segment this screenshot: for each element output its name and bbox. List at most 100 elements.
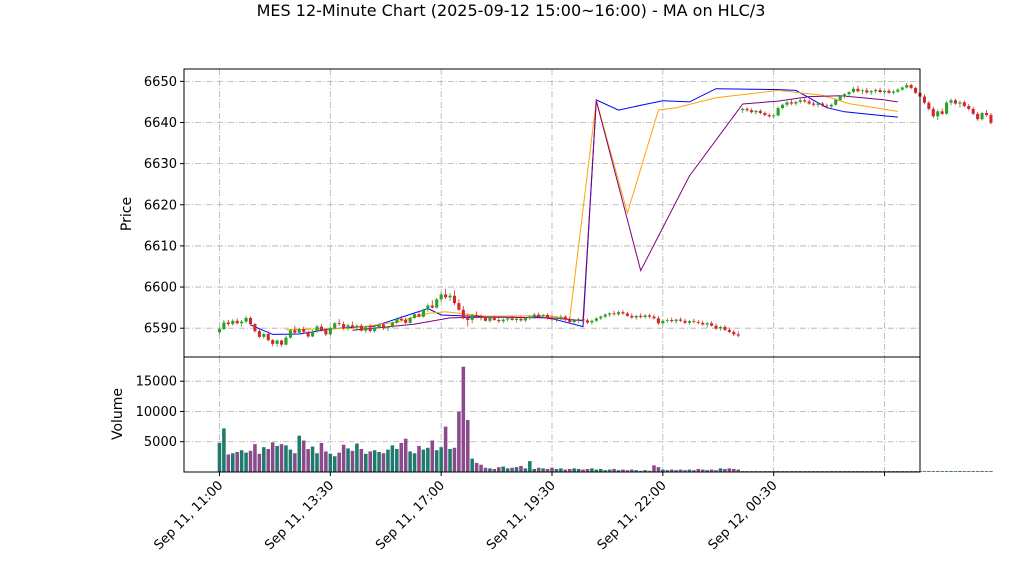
candle — [927, 101, 931, 111]
volume-bar — [536, 467, 541, 472]
candle — [838, 95, 842, 102]
candle — [523, 317, 527, 323]
candle-body — [785, 102, 789, 105]
candle — [355, 324, 359, 331]
volume-bar — [266, 449, 271, 472]
candle-body — [470, 315, 474, 320]
candle-body — [386, 326, 390, 329]
candle — [554, 316, 558, 323]
candle — [705, 322, 709, 328]
candle — [891, 89, 895, 95]
volume-bar — [310, 446, 315, 472]
candle-body — [444, 294, 448, 298]
candle — [789, 99, 793, 106]
candle-body — [812, 103, 816, 105]
volume-bar — [332, 456, 337, 472]
candle — [687, 319, 691, 325]
volume-bar — [497, 467, 501, 472]
candle-body — [293, 330, 297, 333]
volume-bar — [953, 471, 958, 472]
volume-bar — [386, 449, 390, 472]
volume-bar — [412, 453, 417, 472]
volume-bar — [222, 428, 226, 472]
volume-bar — [532, 468, 537, 472]
candle — [692, 318, 696, 324]
volume-bar — [523, 468, 528, 472]
volume-bar — [576, 468, 581, 472]
candle — [572, 319, 576, 325]
candle-body — [364, 327, 368, 331]
volume-bar — [723, 468, 727, 472]
candle-body — [856, 88, 860, 92]
candle — [807, 99, 811, 105]
candle-body — [492, 317, 496, 320]
candle — [217, 327, 222, 335]
volume-tick-label: 10000 — [136, 405, 177, 420]
candle-body — [346, 325, 350, 329]
candle-body — [381, 324, 386, 329]
candle-body — [563, 316, 567, 320]
candle-body — [869, 91, 873, 93]
volume-bar — [585, 468, 590, 472]
candle — [732, 329, 736, 337]
volume-bar — [461, 366, 466, 472]
candle-body — [257, 331, 261, 337]
volume-bar — [488, 468, 492, 472]
price-tick-label: 6610 — [144, 239, 177, 254]
volume-bar — [935, 471, 940, 472]
price-tick-label: 6630 — [144, 157, 177, 172]
volume-bar — [669, 469, 674, 472]
candle — [470, 313, 474, 324]
candle-body — [475, 315, 479, 318]
candle-body — [896, 89, 900, 92]
candle — [364, 325, 368, 334]
candle-body — [368, 327, 372, 332]
candle-body — [807, 101, 811, 104]
candle-body — [532, 314, 536, 317]
candle — [359, 324, 363, 332]
volume-bar — [643, 470, 647, 472]
candle-body — [333, 323, 337, 329]
candle-body — [643, 315, 647, 318]
candle-body — [523, 317, 527, 321]
candle — [253, 323, 257, 333]
volume-bar — [293, 453, 297, 472]
volume-bar — [235, 452, 239, 472]
time-tick-label: Sep 11, 17:00 — [373, 478, 448, 553]
volume-bar — [687, 469, 692, 472]
candle — [413, 313, 417, 319]
candle — [612, 310, 616, 316]
volume-bar — [661, 469, 665, 472]
candle — [244, 315, 248, 324]
candle — [546, 313, 550, 320]
candle-body — [439, 294, 443, 300]
candle-body — [244, 317, 248, 322]
candle-body — [572, 320, 576, 323]
volume-bar — [656, 467, 661, 472]
volume-bar — [678, 469, 683, 472]
volume-bar — [350, 450, 355, 472]
candle-body — [297, 329, 301, 333]
candle — [541, 313, 545, 319]
candle-body — [860, 90, 864, 92]
candle-body — [914, 87, 918, 93]
candle-body — [457, 303, 461, 310]
candle-body — [625, 313, 629, 316]
volume-bar — [550, 467, 554, 472]
volume-bar — [270, 442, 275, 472]
candle — [754, 109, 758, 115]
candle-body — [466, 317, 470, 320]
candle — [306, 330, 310, 339]
candle — [257, 329, 261, 339]
time-tick-label: Sep 12, 00:30 — [706, 478, 781, 553]
volume-bar — [381, 453, 386, 472]
candle — [452, 290, 457, 306]
candle-body — [271, 340, 275, 344]
candle-body — [350, 325, 355, 327]
volume-bars — [217, 366, 993, 472]
candle-body — [745, 108, 749, 111]
candle — [514, 317, 519, 323]
candle — [772, 114, 776, 118]
candle-body — [816, 103, 820, 105]
